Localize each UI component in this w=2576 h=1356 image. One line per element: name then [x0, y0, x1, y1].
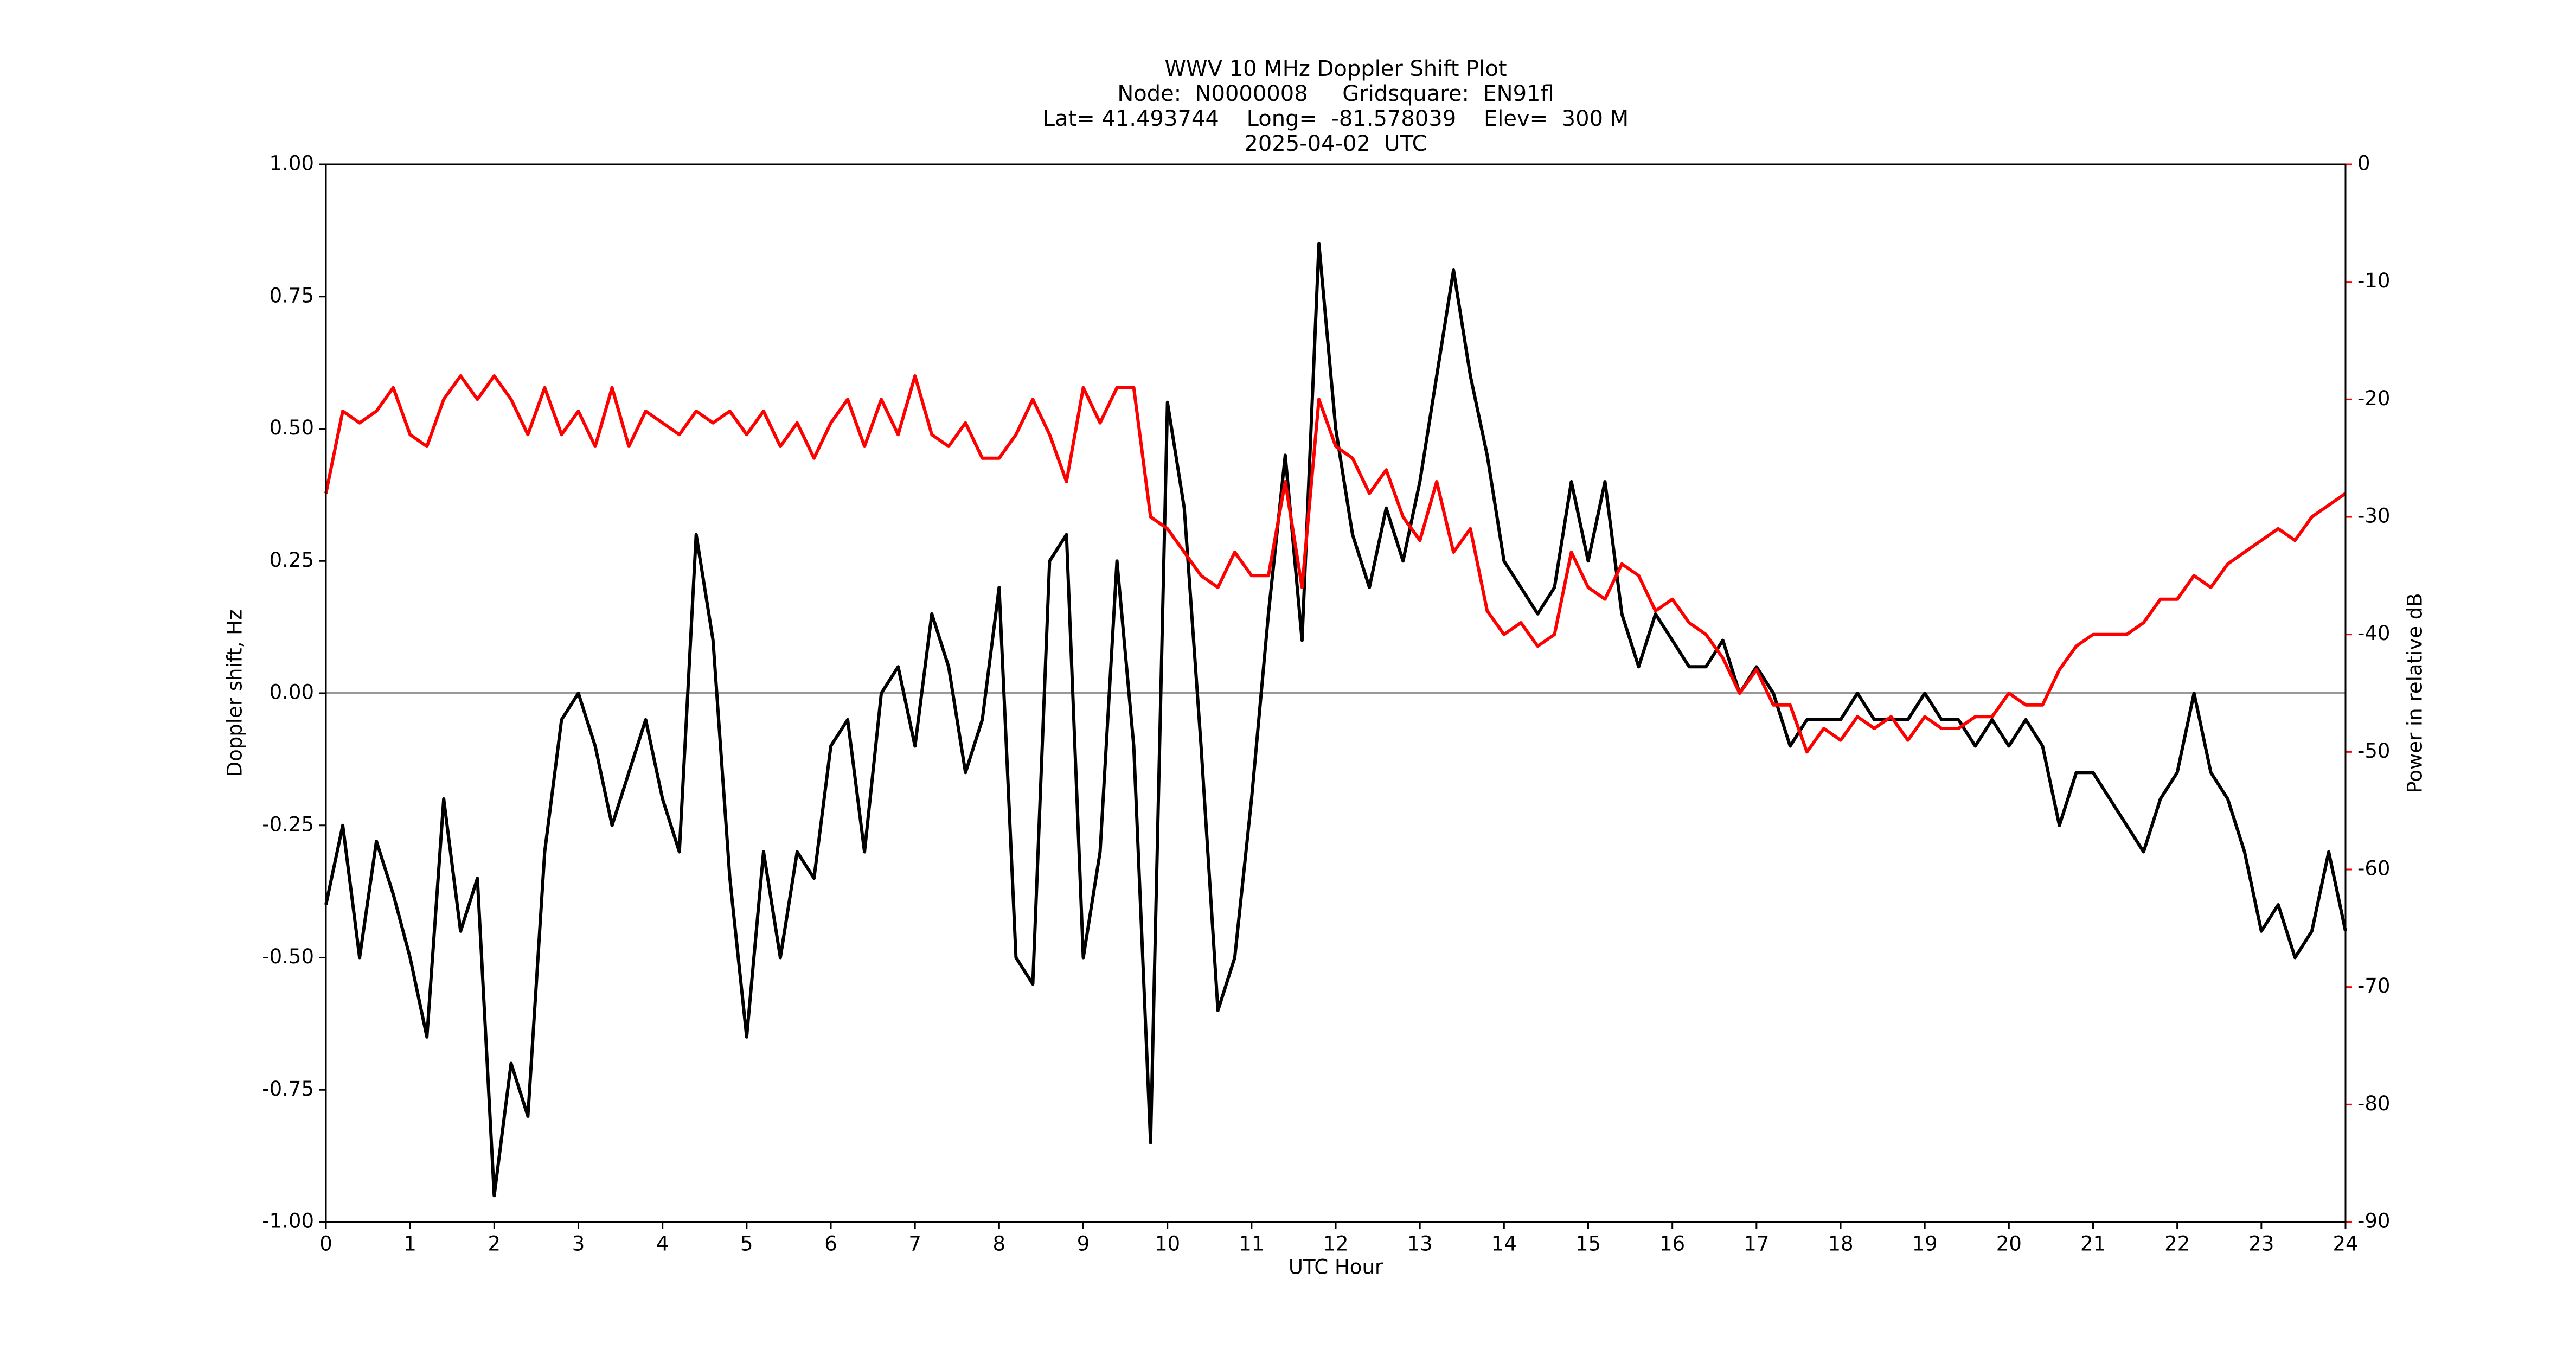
y2-tick-label: -80 — [2357, 1092, 2390, 1115]
chart-subtitle: Lat= 41.493744 Long= -81.578039 Elev= 30… — [1043, 106, 1629, 131]
x-tick-label: 23 — [2248, 1232, 2274, 1256]
x-tick-label: 1 — [403, 1232, 416, 1256]
x-tick-label: 15 — [1575, 1232, 1601, 1256]
x-tick-label: 10 — [1155, 1232, 1180, 1256]
data-line — [324, 242, 2347, 1198]
x-tick-label: 3 — [572, 1232, 585, 1256]
x-tick-label: 0 — [319, 1232, 332, 1256]
x-tick-label: 8 — [993, 1232, 1006, 1256]
y2-tick-label: -40 — [2357, 622, 2390, 645]
chart-subtitle: 2025-04-02 UTC — [1244, 131, 1427, 156]
y-tick-label: -1.00 — [262, 1210, 314, 1233]
x-tick-label: 17 — [1744, 1232, 1769, 1256]
chart-title: WWV 10 MHz Doppler Shift Plot — [1164, 56, 1507, 81]
y2-tick-label: -60 — [2357, 857, 2390, 880]
y2-tick-label: -70 — [2357, 974, 2390, 997]
x-tick-label: 22 — [2164, 1232, 2190, 1256]
x-tick-label: 19 — [1912, 1232, 1938, 1256]
y-tick-label: 0.75 — [270, 284, 314, 307]
chart-subtitle: Node: N0000008 Gridsquare: EN91fl — [1117, 81, 1554, 106]
y-tick-label: 0.25 — [270, 548, 314, 572]
x-tick-label: 12 — [1323, 1232, 1348, 1256]
y2-tick-label: -10 — [2357, 269, 2390, 292]
y-tick-label: 1.00 — [270, 152, 314, 175]
y2-tick-label: -50 — [2357, 739, 2390, 763]
x-tick-label: 11 — [1239, 1232, 1264, 1256]
x-axis-label: UTC Hour — [1289, 1256, 1383, 1279]
y-tick-label: -0.75 — [262, 1077, 314, 1101]
y-axis-label: Doppler shift, Hz — [223, 610, 247, 777]
x-tick-label: 20 — [1996, 1232, 2022, 1256]
x-tick-label: 5 — [740, 1232, 753, 1256]
y2-axis-label: Power in relative dB — [2404, 593, 2427, 793]
y2-tick-label: -20 — [2357, 387, 2390, 410]
y2-tick-label: 0 — [2357, 152, 2370, 175]
x-tick-label: 4 — [656, 1232, 669, 1256]
x-tick-label: 16 — [1659, 1232, 1685, 1256]
data-line — [324, 374, 2347, 754]
y-tick-label: 0.00 — [270, 681, 314, 704]
x-tick-label: 6 — [824, 1232, 837, 1256]
y-tick-label: -0.25 — [262, 813, 314, 836]
x-tick-label: 18 — [1828, 1232, 1853, 1256]
x-tick-label: 14 — [1491, 1232, 1517, 1256]
y-tick-label: -0.50 — [262, 945, 314, 968]
y-tick-label: 0.50 — [270, 416, 314, 439]
x-tick-label: 9 — [1077, 1232, 1090, 1256]
x-tick-label: 13 — [1407, 1232, 1433, 1256]
x-tick-label: 7 — [908, 1232, 921, 1256]
x-tick-label: 21 — [2080, 1232, 2106, 1256]
plot-frame — [325, 163, 2347, 1223]
y2-tick-label: -90 — [2357, 1210, 2390, 1233]
x-tick-label: 24 — [2333, 1232, 2358, 1256]
y2-tick-label: -30 — [2357, 504, 2390, 528]
x-tick-label: 2 — [488, 1232, 501, 1256]
